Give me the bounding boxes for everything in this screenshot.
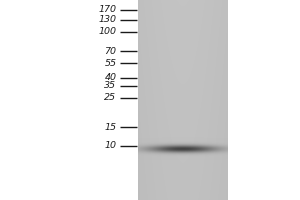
Text: 15: 15 [104, 122, 116, 132]
Text: 70: 70 [104, 46, 116, 55]
Text: 100: 100 [98, 27, 116, 36]
Text: 35: 35 [104, 81, 116, 90]
Text: 10: 10 [104, 142, 116, 150]
Text: 40: 40 [104, 73, 116, 82]
Text: 130: 130 [98, 16, 116, 24]
Text: 25: 25 [104, 94, 116, 102]
Text: 170: 170 [98, 5, 116, 15]
Text: 55: 55 [104, 58, 116, 68]
